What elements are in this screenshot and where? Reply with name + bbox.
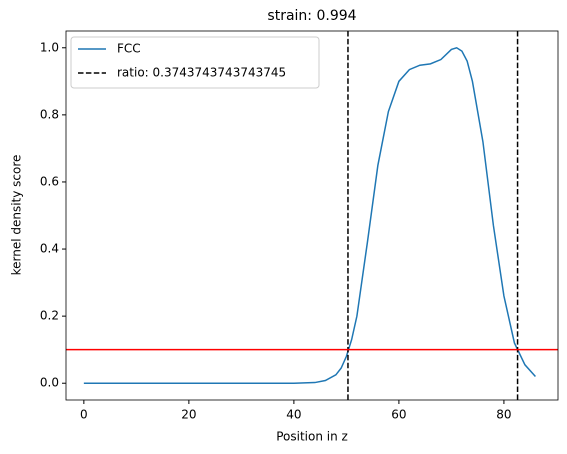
y-tick-label: 0.4 xyxy=(40,242,59,256)
x-axis-label: Position in z xyxy=(276,430,348,444)
chart-title: strain: 0.994 xyxy=(267,8,356,24)
plot-frame xyxy=(65,30,559,401)
y-tick-label: 0.6 xyxy=(40,174,59,188)
x-tick-label: 60 xyxy=(391,408,406,422)
legend-label: ratio: 0.3743743743743745 xyxy=(117,66,286,80)
legend-label: FCC xyxy=(117,42,141,56)
y-tick-label: 0.2 xyxy=(40,309,59,323)
legend-box xyxy=(70,36,320,89)
x-tick-label: 40 xyxy=(286,408,301,422)
y-tick-label: 1.0 xyxy=(40,40,59,54)
x-tick-label: 20 xyxy=(181,408,196,422)
x-tick-label: 0 xyxy=(80,408,88,422)
y-tick-label: 0.0 xyxy=(40,376,59,390)
x-tick-label: 80 xyxy=(496,408,511,422)
data-line xyxy=(83,46,536,384)
y-tick-label: 0.8 xyxy=(40,107,59,121)
y-axis-label: kernel density score xyxy=(10,155,24,276)
